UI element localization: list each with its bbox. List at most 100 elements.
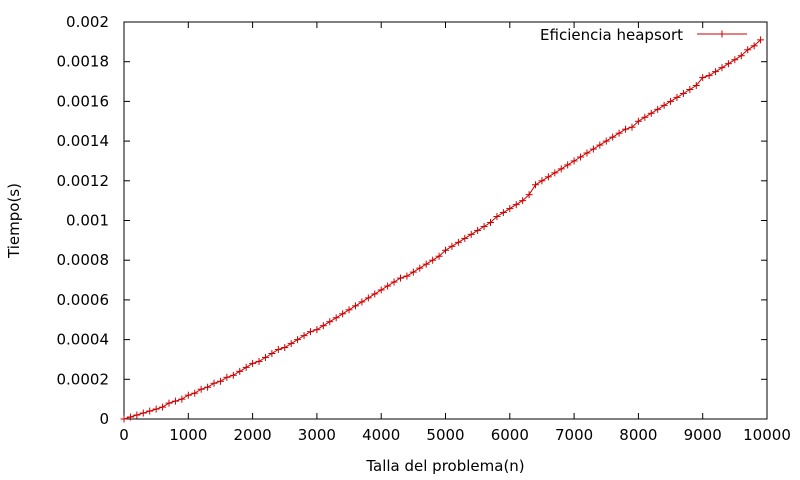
data-point [474,226,482,234]
y-tick-label: 0 [99,410,109,428]
data-point [364,294,372,302]
data-point [532,181,540,189]
data-point [416,264,424,272]
legend-label: Eficiencia heapsort [540,26,683,44]
data-point [306,328,314,336]
x-tick-label: 6000 [491,426,529,444]
data-point [255,357,263,365]
data-point [345,306,353,314]
data-point [712,68,720,76]
data-point [512,201,520,209]
data-point [236,367,244,375]
x-tick-label: 2000 [234,426,272,444]
y-tick-label: 0.0014 [57,132,110,150]
data-point [654,105,662,113]
data-point [454,238,462,246]
data-point [268,349,276,357]
data-point [570,157,578,165]
data-point [461,234,469,242]
data-point [647,109,655,117]
data-point [384,282,392,290]
axes [123,21,768,420]
data-point [493,213,501,221]
data-point [634,117,642,125]
data-point [242,363,250,371]
data-point [165,399,173,407]
x-tick-label: 7000 [555,426,593,444]
data-point [429,256,437,264]
data-point [538,177,546,185]
data-point [178,395,186,403]
data-point [673,93,681,101]
data-point [223,373,231,381]
data-point [377,286,385,294]
y-tick-label: 0.0016 [57,92,110,110]
data-point [583,149,591,157]
x-tick-label: 10000 [743,426,791,444]
data-point [229,371,237,379]
data-point [744,46,752,54]
data-point [442,246,449,254]
data-point [313,326,321,334]
data-point [261,353,269,361]
legend-point [718,30,726,38]
data-point [216,377,224,385]
data-point [724,60,732,68]
data-point [564,161,572,169]
data-point [487,218,495,226]
data-point [326,318,334,326]
x-tick-label: 9000 [684,426,722,444]
data-point [480,222,488,230]
data-point [197,385,205,393]
x-tick-label: 4000 [362,426,400,444]
data-point [718,64,726,72]
data-point [358,298,366,306]
data-point [757,36,765,44]
tick-labels: 0 1000 2000 3000 4000 5000 6000 7000 8000 9000 100… [57,13,791,444]
data-point [139,409,147,417]
data-point [274,346,282,354]
y-tick-label: 0.0002 [57,370,110,388]
x-tick-label: 3000 [298,426,336,444]
data-point [184,391,192,399]
data-point [609,133,617,141]
data-point [628,123,636,131]
data-point [750,42,758,50]
data-point [351,302,359,310]
data-point [577,153,585,161]
y-tick-label: 0.0012 [57,172,110,190]
data-point [126,413,134,421]
data-point [467,230,475,238]
data-point [686,85,694,93]
y-tick-label: 0.0006 [57,291,110,309]
data-point [339,310,347,318]
x-tick-label: 8000 [619,426,657,444]
data-point [596,141,604,149]
legend: Eficiencia heapsort [540,26,747,44]
data-point [371,290,379,298]
data-point [525,191,533,199]
x-tick-label: 1000 [169,426,207,444]
data-point [602,137,610,145]
data-point [551,169,559,177]
legend-marker [718,30,726,38]
y-tick-label: 0.0018 [57,53,110,71]
ticks [123,21,768,420]
series-line [123,39,761,420]
data-point [705,72,713,80]
data-point [287,340,295,348]
y-tick-label: 0.0004 [57,331,110,349]
y-axis-label: Tiempo(s) [5,183,23,259]
data-point [159,403,167,411]
data-point [499,209,507,217]
data-point [422,260,430,268]
y-tick-label: 0.002 [66,13,109,31]
data-point [396,274,404,282]
data-point [152,405,160,413]
data-point [332,314,340,322]
data-point [146,407,154,415]
data-point [557,165,565,173]
data-point [319,322,327,330]
data-point [506,205,514,213]
